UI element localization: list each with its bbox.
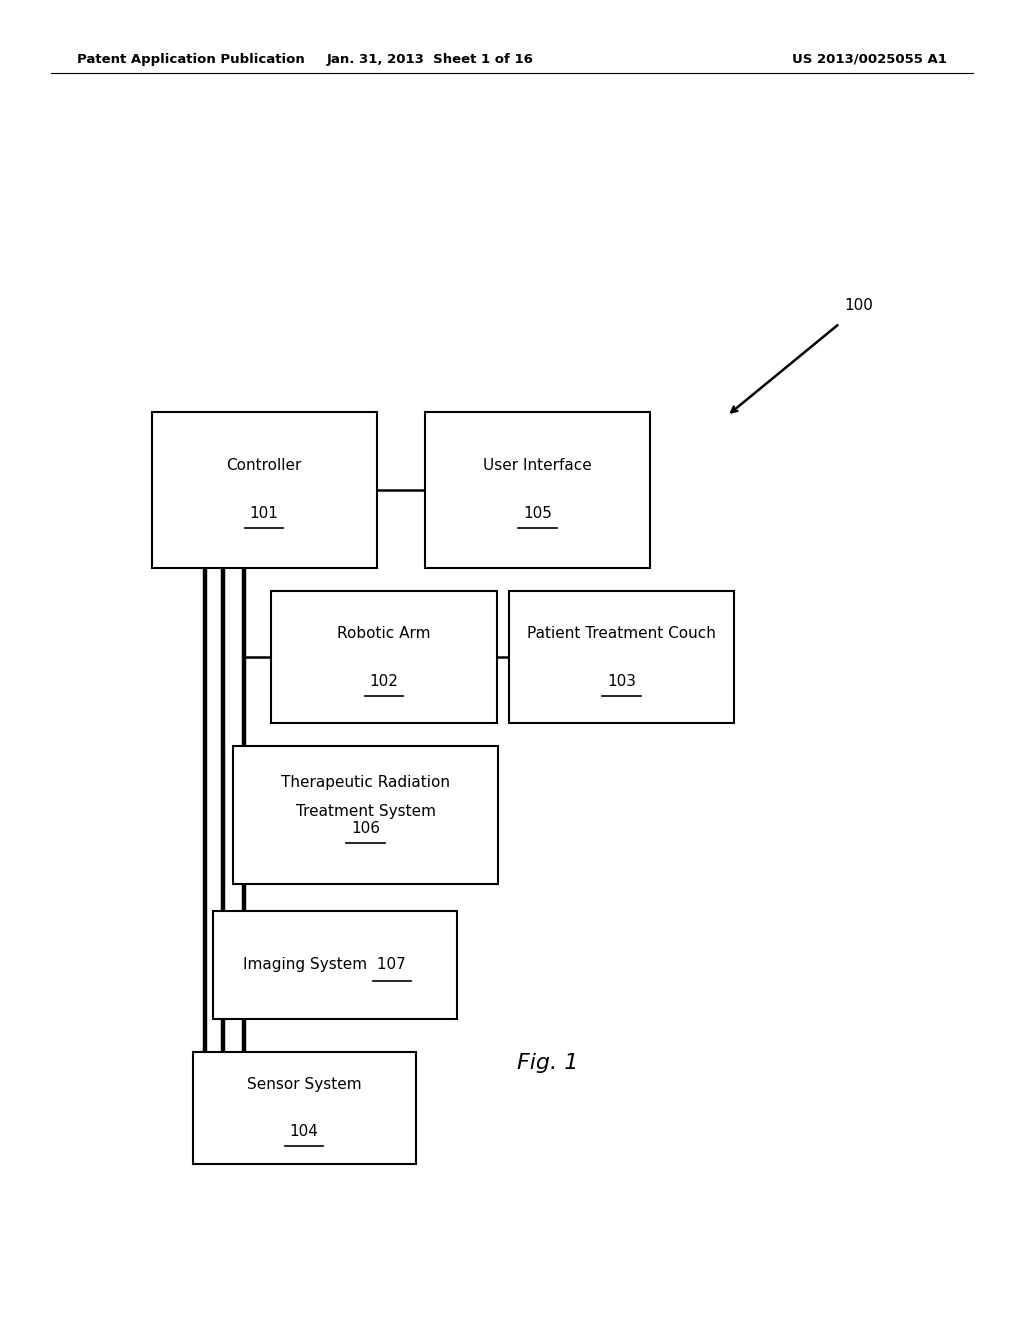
- Text: Jan. 31, 2013  Sheet 1 of 16: Jan. 31, 2013 Sheet 1 of 16: [327, 53, 534, 66]
- Text: US 2013/0025055 A1: US 2013/0025055 A1: [793, 53, 947, 66]
- Text: 102: 102: [370, 673, 398, 689]
- Bar: [233, 746, 498, 884]
- Text: Patent Application Publication: Patent Application Publication: [77, 53, 304, 66]
- Bar: [193, 1052, 416, 1164]
- Text: Imaging System  107: Imaging System 107: [244, 957, 406, 973]
- Text: 100: 100: [845, 298, 873, 313]
- Text: Fig. 1: Fig. 1: [517, 1052, 579, 1073]
- Text: Patient Treatment Couch: Patient Treatment Couch: [527, 626, 716, 642]
- Text: Sensor System: Sensor System: [247, 1077, 361, 1092]
- Bar: [152, 412, 377, 568]
- Text: 101: 101: [250, 506, 279, 521]
- Bar: [425, 412, 650, 568]
- Bar: [509, 591, 734, 723]
- Text: Robotic Arm: Robotic Arm: [337, 626, 431, 642]
- Text: Therapeutic Radiation: Therapeutic Radiation: [281, 775, 451, 789]
- Bar: [271, 591, 497, 723]
- Text: 104: 104: [290, 1125, 318, 1139]
- Text: 105: 105: [523, 506, 552, 521]
- Text: Treatment System: Treatment System: [296, 804, 435, 818]
- Text: 106: 106: [351, 821, 380, 836]
- Text: User Interface: User Interface: [483, 458, 592, 474]
- Text: Controller: Controller: [226, 458, 302, 474]
- Bar: [213, 911, 457, 1019]
- Text: 103: 103: [607, 673, 636, 689]
